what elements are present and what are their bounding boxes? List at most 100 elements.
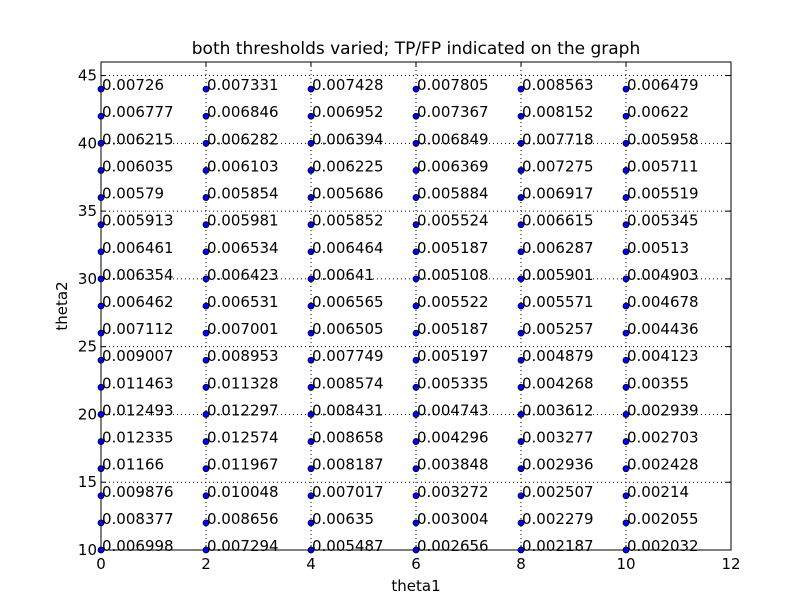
- x-tick-label: 10: [616, 555, 635, 573]
- point-label: 0.006287: [522, 239, 594, 257]
- point: [307, 465, 315, 473]
- point: [517, 492, 525, 500]
- point: [307, 519, 315, 527]
- point: [97, 194, 105, 201]
- point: [412, 519, 420, 527]
- point: [412, 85, 420, 93]
- point-label: 0.003272: [417, 483, 489, 501]
- point: [307, 275, 315, 283]
- point: [307, 302, 315, 310]
- point: [622, 492, 630, 500]
- point-label: 0.006505: [312, 320, 384, 338]
- point: [202, 519, 210, 527]
- x-tick-label: 4: [306, 555, 316, 573]
- point-label: 0.006531: [207, 293, 279, 311]
- point-label: 0.004903: [627, 266, 699, 284]
- point: [97, 112, 105, 120]
- point: [517, 248, 525, 256]
- point: [97, 248, 105, 256]
- point-label: 0.006777: [102, 103, 174, 121]
- point: [622, 85, 630, 93]
- point: [307, 438, 315, 445]
- point: [97, 329, 105, 337]
- point-label: 0.008152: [522, 103, 594, 121]
- x-axis-label: theta1: [391, 577, 440, 595]
- point: [202, 167, 210, 174]
- point: [622, 221, 630, 229]
- point-label: 0.006462: [102, 293, 174, 311]
- point-label: 0.00513: [627, 239, 689, 257]
- point: [97, 546, 105, 554]
- point: [307, 112, 315, 120]
- point: [517, 221, 525, 229]
- point: [307, 383, 315, 391]
- point-label: 0.006103: [207, 157, 279, 175]
- point: [307, 167, 315, 174]
- point-label: 0.005335: [417, 374, 489, 392]
- point-label: 0.008656: [207, 510, 279, 528]
- point: [622, 139, 630, 147]
- point-label: 0.006849: [417, 130, 489, 148]
- point: [202, 248, 210, 256]
- point-label: 0.007112: [102, 320, 174, 338]
- point-label: 0.006369: [417, 157, 489, 175]
- point-label: 0.004743: [417, 401, 489, 419]
- point-label: 0.002936: [522, 456, 594, 474]
- point: [412, 139, 420, 147]
- y-tick-label: 20: [78, 405, 97, 423]
- point: [97, 492, 105, 500]
- point: [97, 383, 105, 391]
- point: [202, 112, 210, 120]
- point: [622, 248, 630, 256]
- point: [97, 139, 105, 147]
- point: [412, 167, 420, 174]
- point: [307, 546, 315, 554]
- point: [412, 194, 420, 201]
- point: [412, 275, 420, 283]
- point-label: 0.00579: [102, 185, 164, 203]
- point-label: 0.008574: [312, 374, 384, 392]
- point-label: 0.008563: [522, 76, 594, 94]
- point-label: 0.002507: [522, 483, 594, 501]
- point: [412, 112, 420, 120]
- point: [517, 167, 525, 174]
- point: [307, 221, 315, 229]
- point-label: 0.006952: [312, 103, 384, 121]
- point-label: 0.004268: [522, 374, 594, 392]
- point-label: 0.005524: [417, 212, 489, 230]
- point: [202, 465, 210, 473]
- point: [307, 194, 315, 201]
- point-label: 0.005571: [522, 293, 594, 311]
- point-label: 0.005884: [417, 185, 489, 203]
- point-label: 0.004296: [417, 429, 489, 447]
- point: [202, 438, 210, 445]
- point-label: 0.006461: [102, 239, 174, 257]
- point: [307, 411, 315, 418]
- point-label: 0.002032: [627, 537, 699, 555]
- point: [517, 465, 525, 473]
- point-label: 0.00726: [102, 76, 164, 94]
- point: [412, 465, 420, 473]
- point: [517, 275, 525, 283]
- point: [622, 329, 630, 337]
- point: [97, 411, 105, 418]
- point-label: 0.006917: [522, 185, 594, 203]
- point: [517, 438, 525, 445]
- y-tick-label: 15: [78, 473, 97, 491]
- point: [97, 519, 105, 527]
- point: [97, 356, 105, 364]
- point: [622, 275, 630, 283]
- point-label: 0.006394: [312, 130, 384, 148]
- y-tick-label: 25: [78, 338, 97, 356]
- point-label: 0.004879: [522, 347, 594, 365]
- x-tick-label: 12: [721, 555, 740, 573]
- point-label: 0.006035: [102, 157, 174, 175]
- point: [517, 519, 525, 527]
- x-tick-label: 2: [201, 555, 211, 573]
- y-tick-label: 30: [78, 270, 97, 288]
- point-label: 0.002939: [627, 401, 699, 419]
- point: [622, 194, 630, 201]
- point: [202, 329, 210, 337]
- point-label: 0.003004: [417, 510, 489, 528]
- point-label: 0.006215: [102, 130, 174, 148]
